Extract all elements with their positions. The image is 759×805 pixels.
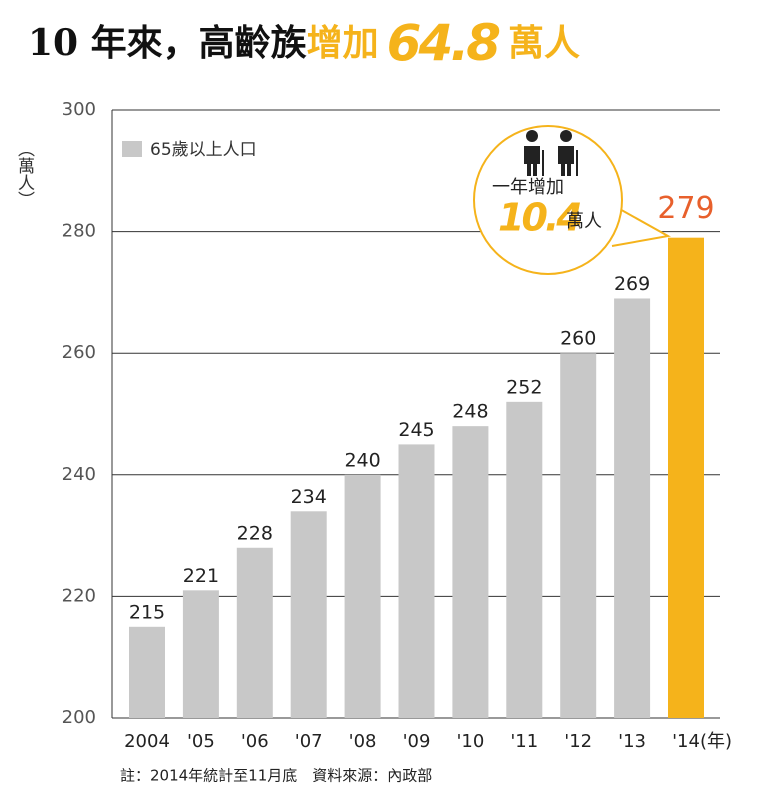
- callout-value: 10.4: [498, 196, 581, 240]
- y-tick-label: 240: [62, 464, 96, 485]
- title-part: 增加: [307, 22, 379, 64]
- bar: [668, 237, 704, 718]
- bar: [129, 626, 165, 718]
- icon: [524, 146, 540, 176]
- icon: [526, 130, 538, 142]
- x-tick-label: '05: [187, 731, 215, 752]
- value-label: 234: [291, 486, 327, 508]
- callout-circle: [473, 125, 623, 275]
- x-tick-label: '08: [349, 731, 377, 752]
- callout-unit: 萬人: [566, 211, 602, 232]
- value-label: 269: [614, 273, 650, 295]
- bar: [614, 298, 651, 718]
- bar: [452, 426, 489, 718]
- title-part: 64.8: [387, 14, 500, 72]
- callout-patch: [598, 200, 608, 230]
- legend-swatch: [122, 141, 142, 157]
- value-label: 221: [183, 565, 219, 587]
- bar: [506, 401, 543, 718]
- y-tick-label: 200: [62, 707, 96, 728]
- y-tick-label: 280: [62, 221, 96, 242]
- bar: [560, 353, 597, 718]
- x-tick-label: '07: [295, 731, 323, 752]
- x-tick-label: '09: [403, 731, 431, 752]
- value-label: 252: [506, 376, 542, 398]
- icon: [560, 130, 572, 142]
- bar: [398, 444, 435, 718]
- value-label: 245: [398, 419, 434, 441]
- value-label: 279: [657, 191, 714, 226]
- x-tick-label: '10: [456, 731, 484, 752]
- legend-label: 65歲以上人口: [150, 140, 257, 160]
- y-tick-label: 260: [62, 342, 96, 363]
- icon: [558, 146, 574, 176]
- bar: [344, 474, 381, 718]
- x-tick-label: '14: [672, 731, 700, 752]
- x-unit-label: (年): [700, 731, 732, 752]
- title-part: 萬人: [508, 22, 580, 64]
- x-tick-label: 2004: [124, 731, 170, 752]
- bar: [290, 511, 327, 718]
- value-label: 215: [129, 601, 165, 623]
- y-axis-label: （萬人）: [14, 140, 35, 208]
- title-part: 10 年來，高齡族: [28, 22, 307, 64]
- value-label: 228: [237, 522, 273, 544]
- value-label: 248: [452, 401, 488, 423]
- x-tick-label: '11: [510, 731, 538, 752]
- x-tick-label: '13: [618, 731, 646, 752]
- chart-title: 10 年來，高齡族增加 64.8 萬人: [28, 14, 580, 72]
- value-label: 240: [344, 449, 380, 471]
- callout-text: 一年增加: [492, 177, 564, 198]
- y-tick-label: 220: [62, 585, 96, 606]
- y-tick-label: 300: [62, 99, 96, 120]
- bar: [236, 547, 273, 718]
- bar: [182, 590, 219, 718]
- value-label: 260: [560, 328, 596, 350]
- x-tick-label: '06: [241, 731, 269, 752]
- x-tick-label: '12: [564, 731, 592, 752]
- note: 註：2014年統計至11月底 資料來源：內政部: [120, 767, 432, 785]
